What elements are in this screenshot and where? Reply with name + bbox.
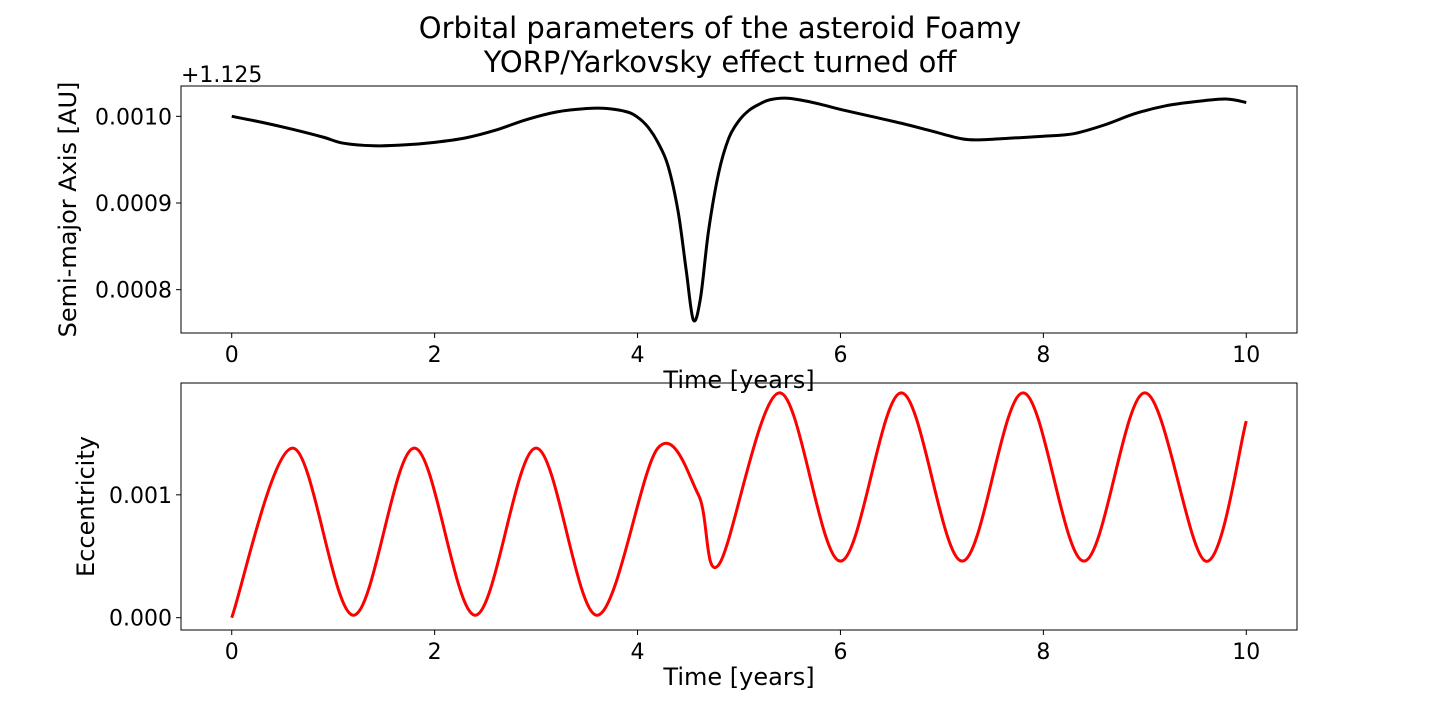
semi-major-axis-y-tick-label: 0.0009 [95, 192, 172, 217]
semi-major-axis-x-tick-label: 6 [833, 343, 847, 368]
semi-major-axis-x-tick-label: 2 [428, 343, 442, 368]
semi-major-axis-y-axis-label: Semi-major Axis [AU] [54, 82, 82, 338]
eccentricity-x-tick-label: 4 [631, 640, 645, 665]
eccentricity-y-axis-label: Eccentricity [72, 436, 100, 577]
semi-major-axis-plot-frame [180, 85, 1298, 334]
eccentricity-y-tick-label: 0.001 [109, 484, 172, 509]
semi-major-axis-panel: 0 2 4 6 8 10 0.0008 0.0009 0.0010 Time [years] Sem… [54, 63, 1298, 394]
eccentricity-x-tick-label: 2 [428, 640, 442, 665]
eccentricity-x-tick-label: 8 [1036, 640, 1050, 665]
eccentricity-series-line [230, 391, 1248, 619]
eccentricity-x-axis-label: Time [years] [662, 663, 814, 691]
semi-major-axis-y-tick-label: 0.0010 [95, 105, 172, 130]
semi-major-axis-x-tick-label: 0 [225, 343, 239, 368]
semi-major-axis-x-tick-label: 10 [1232, 343, 1260, 368]
eccentricity-panel: 0 2 4 6 8 10 0.000 0.001 Time [years] Eccentricit… [72, 382, 1298, 691]
eccentricity-x-tick-label: 6 [833, 640, 847, 665]
semi-major-axis-x-tick-label: 4 [631, 343, 645, 368]
semi-major-axis-y-tick-label: 0.0008 [95, 279, 172, 304]
eccentricity-plot-frame [180, 382, 1298, 631]
semi-major-axis-axis-offset-label: +1.125 [181, 63, 262, 88]
chart-title-line-1: Orbital parameters of the asteroid Foamy [419, 11, 1021, 45]
semi-major-axis-x-axis-label: Time [years] [662, 366, 814, 394]
chart-title-line-2: YORP/Yarkovsky effect turned off [483, 45, 958, 79]
semi-major-axis-series-line [231, 96, 1247, 323]
eccentricity-y-tick-label: 0.000 [109, 607, 172, 632]
semi-major-axis-x-tick-label: 8 [1036, 343, 1050, 368]
eccentricity-x-tick-label: 0 [225, 640, 239, 665]
eccentricity-x-tick-label: 10 [1232, 640, 1260, 665]
